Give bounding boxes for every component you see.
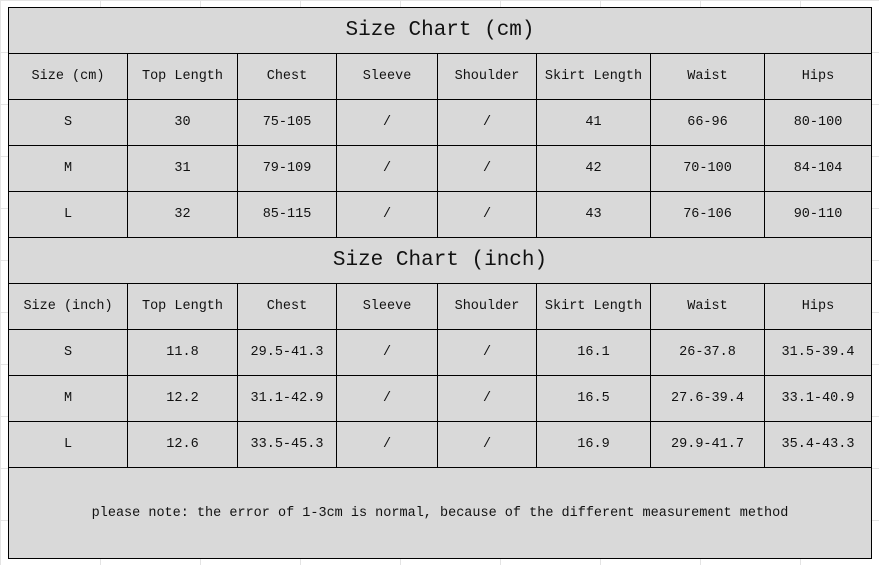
table-cell: 70-100: [650, 145, 765, 192]
table-row: S 11.8 29.5-41.3//16.1 26-37.8 31.5-39.4: [8, 329, 872, 376]
measurement-note: please note: the error of 1-3cm is norma…: [8, 467, 872, 559]
table-cell: /: [336, 99, 438, 146]
column-header: Size (cm): [8, 53, 128, 100]
table-cell: /: [437, 329, 537, 376]
column-header: Shoulder: [437, 53, 537, 100]
table-cell: 31.1-42.9: [237, 375, 337, 422]
table-cell: L: [8, 191, 128, 238]
column-header: Hips: [764, 283, 872, 330]
table-row: S 30 75-105//41 66-96 80-100: [8, 99, 872, 146]
table-cell: 16.9: [536, 421, 651, 468]
table-cell: S: [8, 329, 128, 376]
table-cell: 29.9-41.7: [650, 421, 765, 468]
inch-title-row: Size Chart (inch): [8, 237, 872, 284]
table-cell: 66-96: [650, 99, 765, 146]
table-cell: 85-115: [237, 191, 337, 238]
column-header: Sleeve: [336, 53, 438, 100]
table-cell: /: [437, 99, 537, 146]
column-header: Top Length: [127, 283, 238, 330]
cm-header-row: Size (cm) Top Length Chest Sleeve Shoulder Sk…: [8, 53, 872, 100]
table-cell: 26-37.8: [650, 329, 765, 376]
column-header: Skirt Length: [536, 283, 651, 330]
cm-chart-title: Size Chart (cm): [8, 7, 872, 54]
table-cell: S: [8, 99, 128, 146]
table-cell: 42: [536, 145, 651, 192]
table-cell: /: [336, 329, 438, 376]
table-cell: 80-100: [764, 99, 872, 146]
table-cell: 32: [127, 191, 238, 238]
inch-chart-title: Size Chart (inch): [8, 237, 872, 284]
table-cell: 27.6-39.4: [650, 375, 765, 422]
table-cell: 31: [127, 145, 238, 192]
table-cell: 79-109: [237, 145, 337, 192]
table-cell: 75-105: [237, 99, 337, 146]
column-header: Chest: [237, 53, 337, 100]
table-row: L 12.6 33.5-45.3//16.9 29.9-41.7 35.4-43.3: [8, 421, 872, 468]
column-header: Waist: [650, 283, 765, 330]
table-cell: 90-110: [764, 191, 872, 238]
table-cell: 35.4-43.3: [764, 421, 872, 468]
table-row: L 32 85-115//43 76-106 90-110: [8, 191, 872, 238]
table-cell: /: [437, 145, 537, 192]
column-header: Skirt Length: [536, 53, 651, 100]
table-cell: 41: [536, 99, 651, 146]
column-header: Size (inch): [8, 283, 128, 330]
table-cell: M: [8, 375, 128, 422]
size-chart-table: Size Chart (cm) Size (cm) Top Length Chest S…: [8, 7, 872, 559]
column-header: Top Length: [127, 53, 238, 100]
table-cell: 33.1-40.9: [764, 375, 872, 422]
table-cell: /: [336, 421, 438, 468]
column-header: Shoulder: [437, 283, 537, 330]
table-cell: M: [8, 145, 128, 192]
note-row: please note: the error of 1-3cm is norma…: [8, 467, 872, 559]
table-cell: 29.5-41.3: [237, 329, 337, 376]
table-cell: /: [336, 145, 438, 192]
table-cell: 33.5-45.3: [237, 421, 337, 468]
table-cell: 76-106: [650, 191, 765, 238]
column-header: Chest: [237, 283, 337, 330]
table-cell: L: [8, 421, 128, 468]
table-cell: /: [336, 375, 438, 422]
table-row: M 12.2 31.1-42.9//16.5 27.6-39.4 33.1-40.9: [8, 375, 872, 422]
column-header: Hips: [764, 53, 872, 100]
table-cell: 84-104: [764, 145, 872, 192]
table-cell: 11.8: [127, 329, 238, 376]
table-cell: 16.1: [536, 329, 651, 376]
table-cell: 30: [127, 99, 238, 146]
column-header: Sleeve: [336, 283, 438, 330]
table-cell: 31.5-39.4: [764, 329, 872, 376]
cm-title-row: Size Chart (cm): [8, 7, 872, 54]
table-cell: /: [437, 375, 537, 422]
table-cell: 16.5: [536, 375, 651, 422]
column-header: Waist: [650, 53, 765, 100]
table-cell: /: [336, 191, 438, 238]
table-cell: /: [437, 421, 537, 468]
table-cell: /: [437, 191, 537, 238]
table-row: M 31 79-109//42 70-100 84-104: [8, 145, 872, 192]
table-cell: 12.6: [127, 421, 238, 468]
inch-header-row: Size (inch) Top Length Chest Sleeve Shoulder…: [8, 283, 872, 330]
table-cell: 43: [536, 191, 651, 238]
table-cell: 12.2: [127, 375, 238, 422]
